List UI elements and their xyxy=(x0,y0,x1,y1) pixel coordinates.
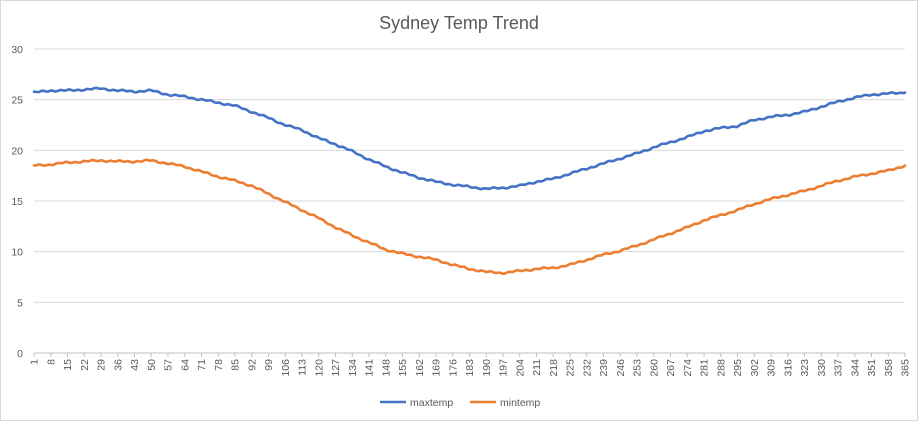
x-tick-label: 295 xyxy=(732,359,744,377)
x-tick-label: 351 xyxy=(866,359,878,377)
x-tick-label: 71 xyxy=(196,359,208,371)
x-tick-label: 92 xyxy=(246,359,258,371)
x-tick-label: 246 xyxy=(615,359,627,377)
x-tick-label: 127 xyxy=(330,359,342,377)
x-tick-label: 260 xyxy=(648,359,660,377)
y-tick-label: 15 xyxy=(11,196,23,208)
series-line-mintemp xyxy=(32,158,907,276)
x-tick-label: 365 xyxy=(900,359,912,377)
x-tick-label: 358 xyxy=(883,359,895,377)
x-tick-label: 344 xyxy=(849,359,861,377)
legend-label-mintemp: mintemp xyxy=(500,397,540,409)
legend: maxtemp mintemp xyxy=(380,397,540,409)
x-tick-label: 134 xyxy=(347,359,359,377)
x-tick-label: 253 xyxy=(632,359,644,377)
x-tick-label: 204 xyxy=(514,359,526,377)
series-lines xyxy=(32,86,907,276)
legend-label-maxtemp: maxtemp xyxy=(410,397,453,409)
x-tick-label: 29 xyxy=(96,359,108,371)
x-tick-label: 176 xyxy=(447,359,459,377)
x-tick-label: 274 xyxy=(682,359,694,377)
x-tick-label: 148 xyxy=(380,359,392,377)
axes: 0 5 10 15 20 25 30 1 8 15 22 29 36 43 50 57 64 71 78 85 92 99… xyxy=(11,44,911,377)
x-tick-label: 190 xyxy=(481,359,493,377)
y-tick-label: 0 xyxy=(17,348,23,360)
gridlines xyxy=(34,48,905,303)
x-tick-label: 218 xyxy=(548,359,560,377)
x-tick-label: 267 xyxy=(665,359,677,377)
x-tick-label: 99 xyxy=(263,359,275,371)
x-tick-label: 106 xyxy=(280,359,292,377)
chart-title: Sydney Temp Trend xyxy=(379,13,539,33)
x-tick-label: 281 xyxy=(699,359,711,377)
x-tick-label: 232 xyxy=(581,359,593,377)
y-tick-label: 10 xyxy=(11,247,23,259)
x-tick-label: 78 xyxy=(213,359,225,371)
x-tick-label: 337 xyxy=(833,359,845,377)
x-tick-label: 120 xyxy=(313,359,325,377)
x-tick-label: 57 xyxy=(163,359,175,371)
series-line-maxtemp xyxy=(32,86,907,191)
x-tick-label: 183 xyxy=(464,359,476,377)
x-tick-label: 141 xyxy=(364,359,376,377)
x-tick-label: 8 xyxy=(45,359,57,365)
x-tick-label: 85 xyxy=(230,359,242,371)
y-tick-label: 5 xyxy=(17,297,23,309)
x-tick-label: 64 xyxy=(179,359,191,371)
x-tick-label: 302 xyxy=(749,359,761,377)
x-tick-label: 239 xyxy=(598,359,610,377)
x-tick-label: 309 xyxy=(766,359,778,377)
x-tick-label: 113 xyxy=(297,359,309,376)
x-tick-label: 323 xyxy=(799,359,811,377)
x-tick-label: 155 xyxy=(397,359,409,377)
x-tick-label: 36 xyxy=(112,359,124,371)
x-tick-label: 197 xyxy=(498,359,510,377)
x-tick-label: 43 xyxy=(129,359,141,371)
y-tick-label: 20 xyxy=(11,145,23,157)
x-tick-label: 22 xyxy=(79,359,91,371)
y-tick-label: 25 xyxy=(11,95,23,107)
x-tick-label: 15 xyxy=(62,359,74,371)
y-tick-label: 30 xyxy=(11,44,23,56)
x-tick-label: 211 xyxy=(531,359,543,376)
x-tick-label: 330 xyxy=(816,359,828,377)
x-tick-label: 316 xyxy=(782,359,794,377)
x-tick-label: 162 xyxy=(414,359,426,377)
x-tick-label: 288 xyxy=(715,359,727,377)
x-tick-label: 1 xyxy=(29,359,41,365)
x-tick-label: 169 xyxy=(431,359,443,377)
x-tick-label: 50 xyxy=(146,359,158,371)
x-tick-label: 225 xyxy=(565,359,577,377)
